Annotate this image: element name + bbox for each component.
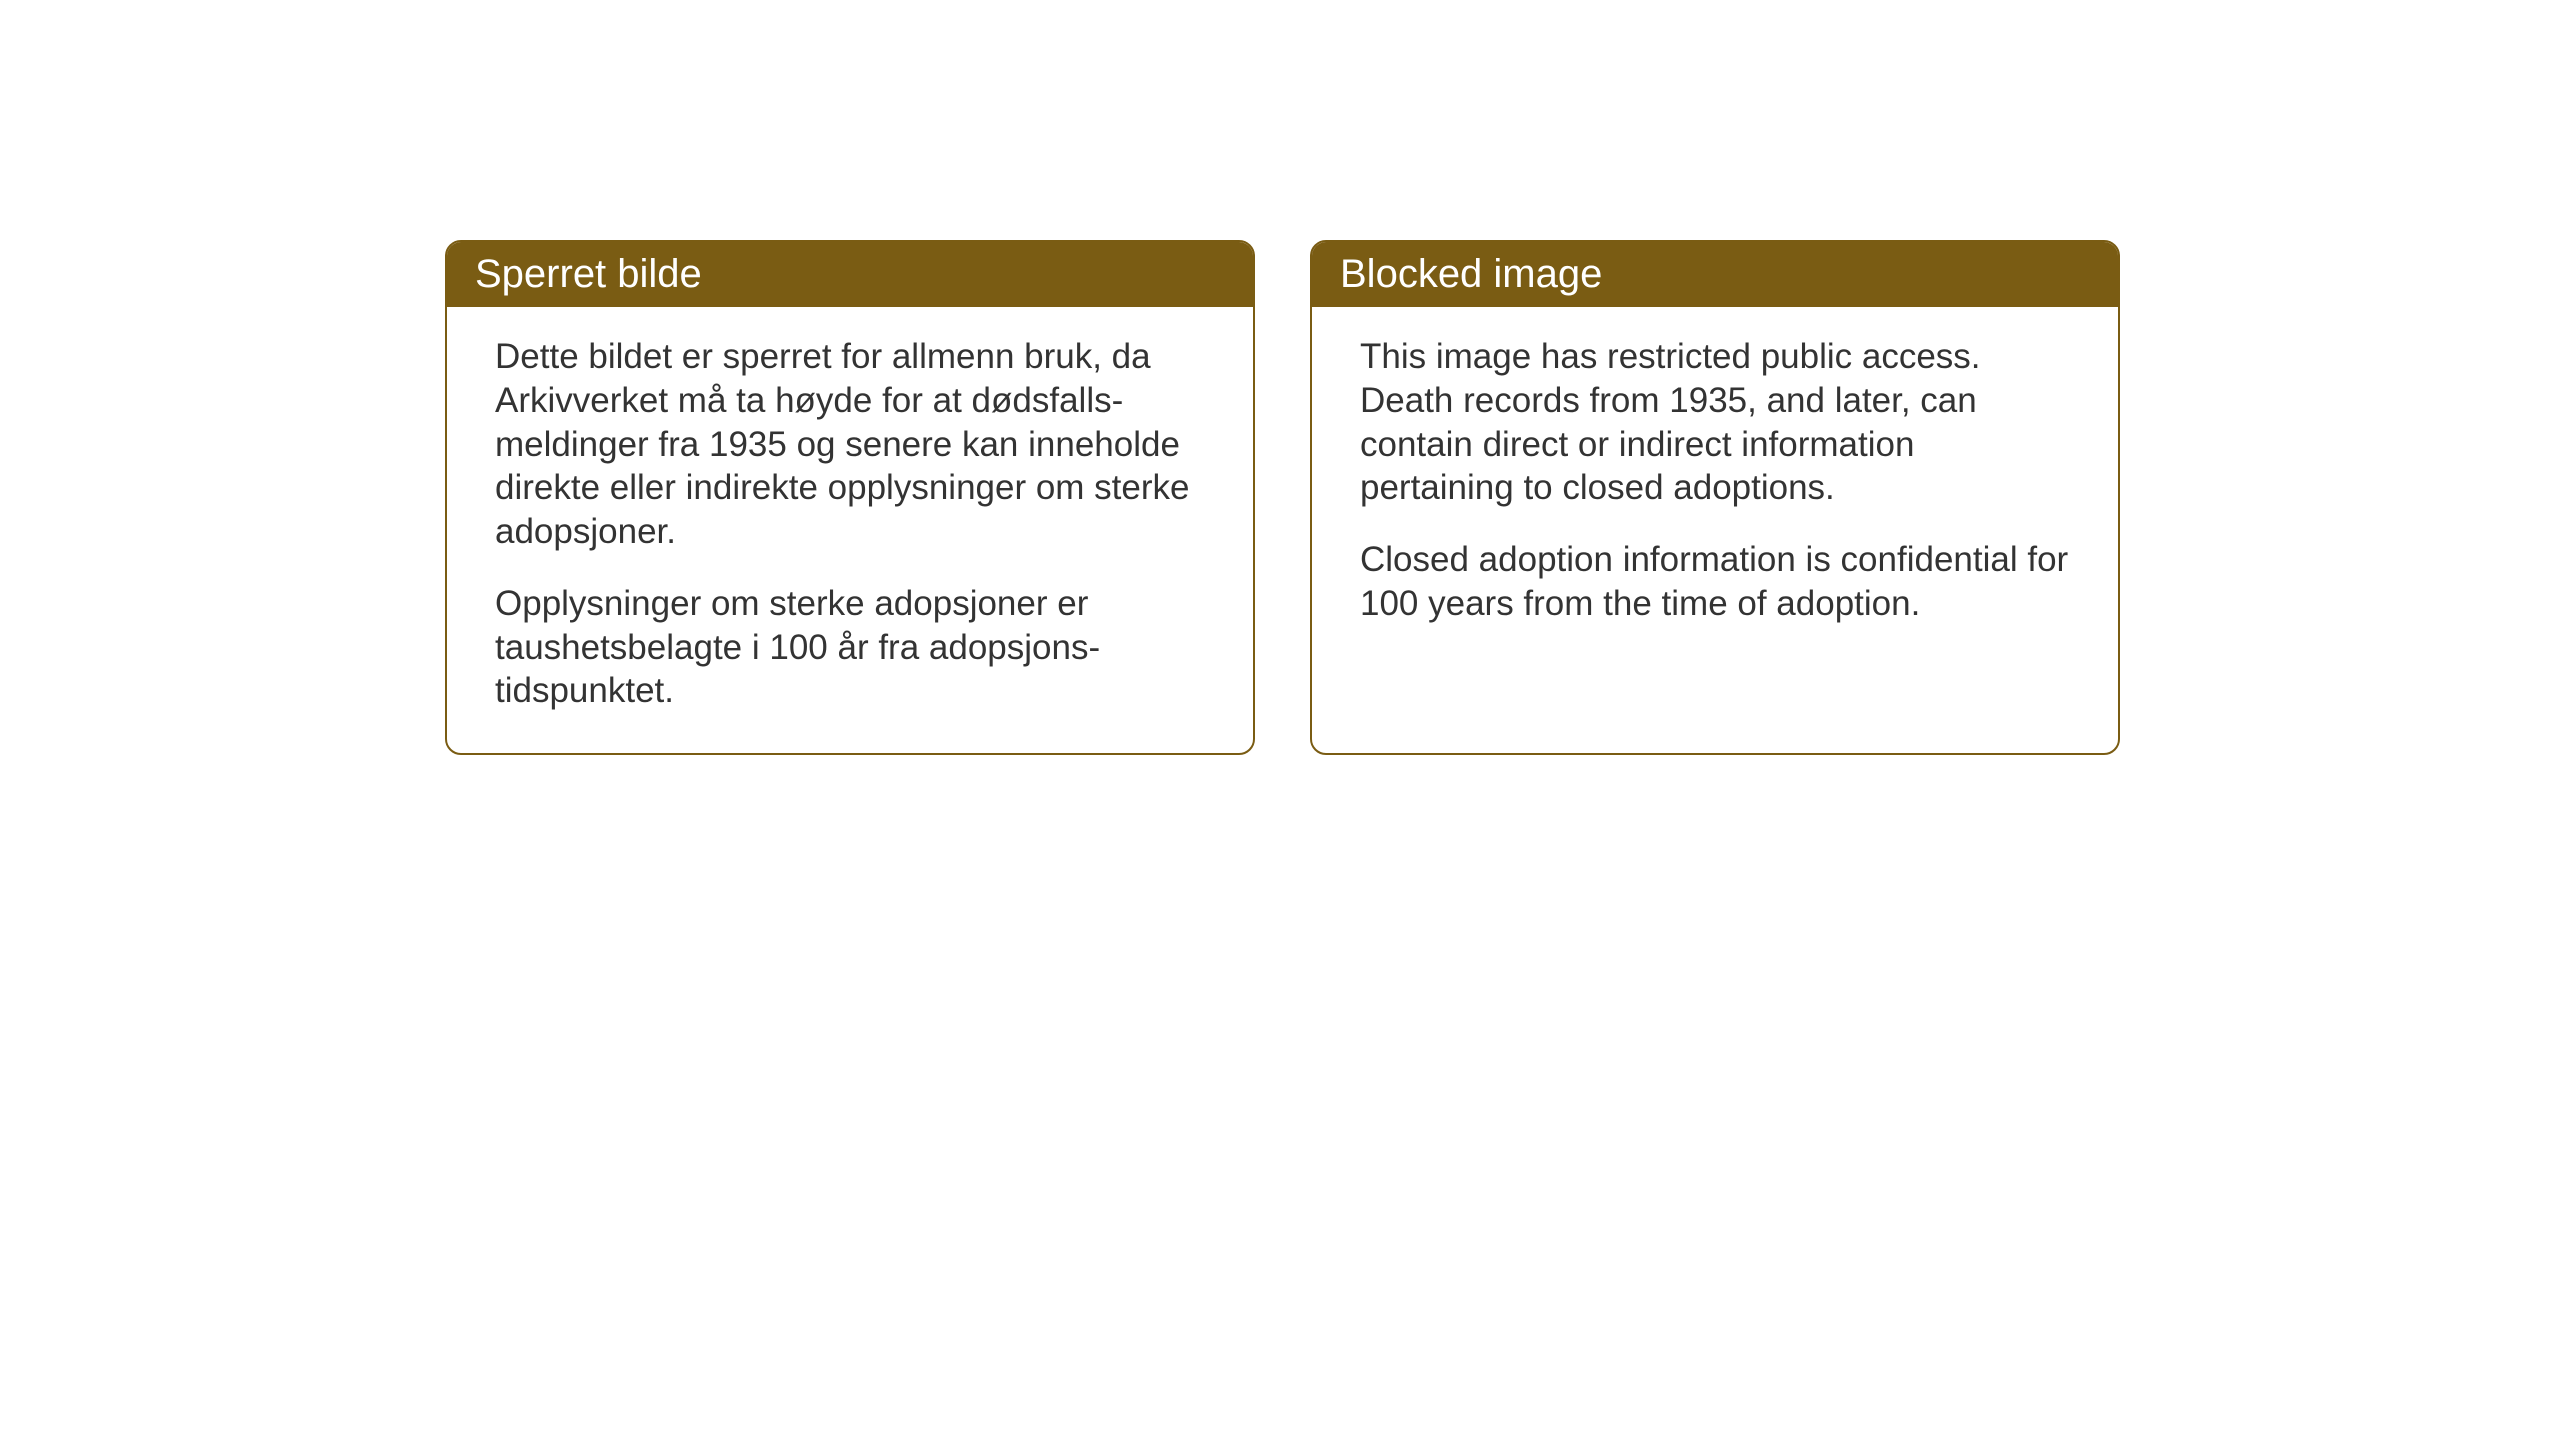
- notice-card-english: Blocked image This image has restricted …: [1310, 240, 2120, 755]
- card-header-english: Blocked image: [1312, 242, 2118, 307]
- notice-paragraph-2-english: Closed adoption information is confident…: [1360, 538, 2070, 626]
- card-body-norwegian: Dette bildet er sperret for allmenn bruk…: [447, 307, 1253, 753]
- card-header-norwegian: Sperret bilde: [447, 242, 1253, 307]
- card-body-english: This image has restricted public access.…: [1312, 307, 2118, 666]
- notice-paragraph-1-english: This image has restricted public access.…: [1360, 335, 2070, 510]
- notice-paragraph-2-norwegian: Opplysninger om sterke adopsjoner er tau…: [495, 582, 1205, 713]
- notice-cards-container: Sperret bilde Dette bildet er sperret fo…: [445, 240, 2120, 755]
- notice-card-norwegian: Sperret bilde Dette bildet er sperret fo…: [445, 240, 1255, 755]
- notice-paragraph-1-norwegian: Dette bildet er sperret for allmenn bruk…: [495, 335, 1205, 554]
